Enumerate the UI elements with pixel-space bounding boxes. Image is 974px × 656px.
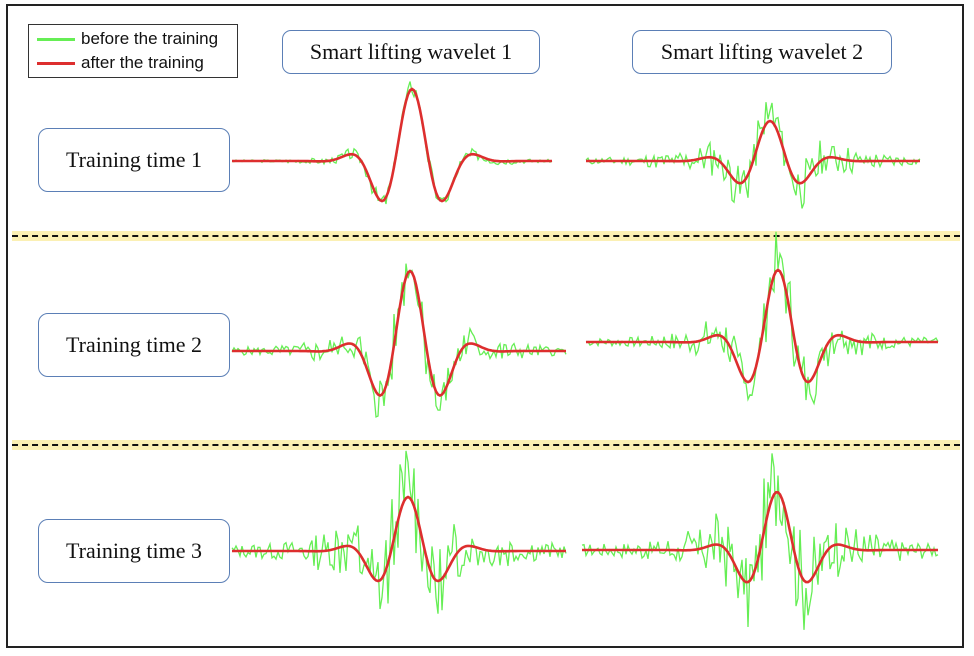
legend-item-before: before the training bbox=[37, 28, 218, 50]
wavelet-1-time-2-after-curve bbox=[232, 269, 566, 397]
row-label-training-1: Training time 1 bbox=[38, 128, 230, 192]
wavelet-2-time-2-after-curve bbox=[586, 268, 938, 384]
legend-item-after: after the training bbox=[37, 52, 204, 74]
wavelet-2-time-1 bbox=[585, 102, 921, 209]
row-label-training-3: Training time 3 bbox=[38, 519, 230, 583]
wavelet-2-time-2-before-curve bbox=[585, 231, 939, 406]
wavelet-1-time-1-before-curve bbox=[231, 81, 553, 205]
wavelet-1-time-2 bbox=[231, 263, 567, 418]
column-header-wavelet-1: Smart lifting wavelet 1 bbox=[282, 30, 540, 74]
wavelet-2-time-1-before-curve bbox=[585, 102, 921, 209]
row-divider-2 bbox=[12, 440, 960, 450]
wavelet-1-time-3-before-curve bbox=[231, 450, 567, 614]
wavelet-2-time-2 bbox=[585, 231, 939, 406]
wavelet-1-time-3 bbox=[231, 450, 567, 614]
wavelet-2-time-3-after-curve bbox=[582, 491, 938, 584]
legend-swatch-after bbox=[37, 61, 75, 65]
wavelet-1-time-2-before-curve bbox=[231, 263, 567, 418]
row-label-training-2: Training time 2 bbox=[38, 313, 230, 377]
wavelet-1-time-1-after-curve bbox=[232, 87, 552, 203]
wavelet-2-time-1-after-curve bbox=[586, 119, 920, 185]
row-divider-1 bbox=[12, 231, 960, 241]
wavelet-2-time-3-before-curve bbox=[581, 453, 939, 630]
wavelet-1-time-3-after-curve bbox=[232, 495, 566, 583]
column-header-wavelet-2: Smart lifting wavelet 2 bbox=[632, 30, 892, 74]
legend: before the training after the training bbox=[28, 24, 238, 78]
legend-swatch-before bbox=[37, 37, 75, 41]
legend-label-before: before the training bbox=[81, 29, 219, 48]
legend-label-after: after the training bbox=[81, 53, 204, 72]
wavelet-2-time-3 bbox=[581, 453, 939, 630]
wavelet-1-time-1 bbox=[231, 81, 553, 205]
